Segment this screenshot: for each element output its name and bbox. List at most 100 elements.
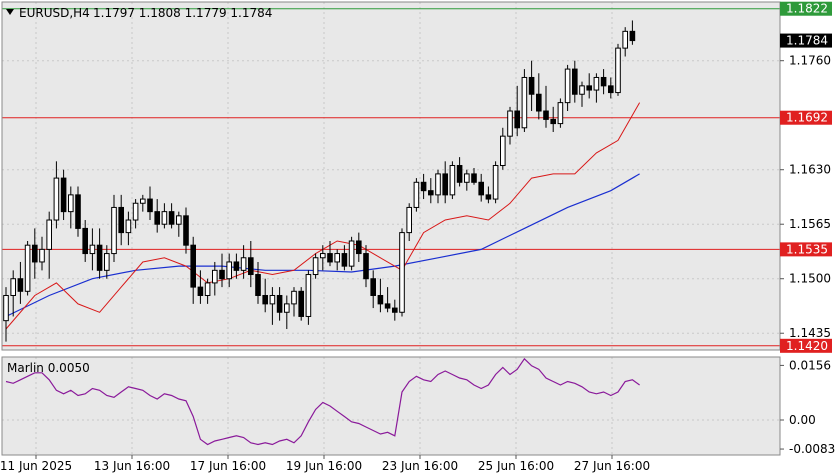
price-tick-label: 1.1630 (789, 163, 831, 177)
indicator-tick-label: 0.00 (789, 413, 816, 427)
moving-averages (5, 102, 641, 330)
candle (572, 60, 578, 103)
candle-body (276, 294, 283, 313)
candle (600, 69, 607, 95)
price-panel-border (1, 1, 781, 351)
candle (399, 228, 405, 317)
candle-body (579, 85, 585, 95)
candle (284, 295, 290, 330)
price-tick-label: 1.1760 (789, 54, 831, 68)
candle (132, 199, 139, 229)
indicator-tick-label: 0.0156 (789, 358, 831, 372)
candle (478, 173, 484, 202)
candle (363, 245, 369, 288)
candle-body (348, 240, 355, 267)
current-price-badge (780, 33, 832, 48)
candle-body (284, 303, 290, 313)
candle (456, 157, 463, 187)
candle-body (154, 211, 160, 225)
candle (190, 236, 196, 304)
candle (629, 20, 636, 45)
level-badge (780, 110, 832, 125)
candle-body (118, 206, 125, 234)
candle (204, 278, 211, 304)
candle (140, 194, 146, 212)
level-badge (780, 1, 832, 16)
candle-body (593, 76, 600, 91)
candle (327, 240, 333, 267)
candle (543, 85, 549, 128)
candle (46, 211, 53, 279)
candle-body (363, 253, 369, 280)
price-axis: 1.1760 1.1630 1.1565 1.1500 1.1435 1.1822 1.16… (780, 1, 832, 353)
candle (557, 98, 564, 128)
candle-body (428, 190, 434, 196)
candle (111, 194, 117, 262)
candle-body (24, 244, 31, 292)
candle-body (3, 294, 9, 322)
horizontal-levels[interactable] (2, 8, 780, 347)
candle-body (269, 294, 276, 305)
candle-body (39, 248, 45, 263)
level-badge-label: 1.1692 (786, 111, 828, 125)
price-tick-label: 1.1500 (789, 272, 831, 286)
candle (420, 173, 427, 200)
candle-body (521, 76, 528, 129)
candle (298, 287, 304, 321)
candle (564, 64, 571, 112)
marlin-oscillator-line (5, 357, 640, 446)
candle-body (219, 269, 225, 280)
candle-body (622, 30, 629, 49)
candle (118, 194, 125, 246)
candle-body (312, 257, 319, 276)
candle (428, 178, 434, 204)
candle (32, 228, 38, 279)
indicator-panel[interactable] (2, 357, 780, 455)
candle-body (377, 294, 384, 305)
candle-body (464, 173, 470, 183)
candle-body (334, 253, 340, 263)
candle (579, 81, 585, 107)
candle (500, 127, 506, 170)
level-badge (780, 242, 832, 257)
candle-body (557, 102, 564, 125)
candle-body (615, 47, 621, 94)
candle-body (500, 135, 506, 167)
candle (485, 186, 492, 204)
candle (276, 287, 283, 321)
candle-body (471, 173, 477, 183)
candle-body (485, 194, 492, 200)
candle (212, 261, 218, 296)
candle (348, 236, 355, 271)
candle (291, 287, 297, 317)
candle-body (176, 215, 182, 225)
oscillator-series (5, 357, 640, 446)
candle-body (320, 253, 326, 259)
collapse-triangle-icon[interactable] (6, 9, 14, 15)
candle-body (89, 244, 96, 255)
candle-body (442, 173, 448, 196)
time-tick-label: 25 Jun 16:00 (478, 459, 554, 473)
candle-body (564, 68, 571, 104)
candle-body (226, 261, 232, 280)
red-moving-average-line (5, 102, 641, 330)
candle-body (75, 194, 81, 229)
candle (536, 73, 542, 120)
candle-body (370, 278, 376, 296)
candle-body (68, 194, 74, 213)
candle (104, 245, 110, 279)
candle (269, 287, 276, 325)
price-panel[interactable] (2, 2, 780, 350)
symbol-label: EURUSD,H4 (19, 6, 90, 20)
candle-body (190, 244, 196, 288)
candle (528, 60, 535, 112)
candle (255, 261, 261, 304)
time-tick-label: 11 Jun 2025 (0, 459, 72, 473)
candle-body (197, 286, 204, 296)
candle-body (17, 278, 24, 292)
indicator-panel-border (1, 356, 781, 456)
candle-body (456, 165, 463, 183)
candle-body (449, 165, 456, 196)
candle (233, 253, 240, 279)
blue-moving-average-line (5, 173, 640, 318)
